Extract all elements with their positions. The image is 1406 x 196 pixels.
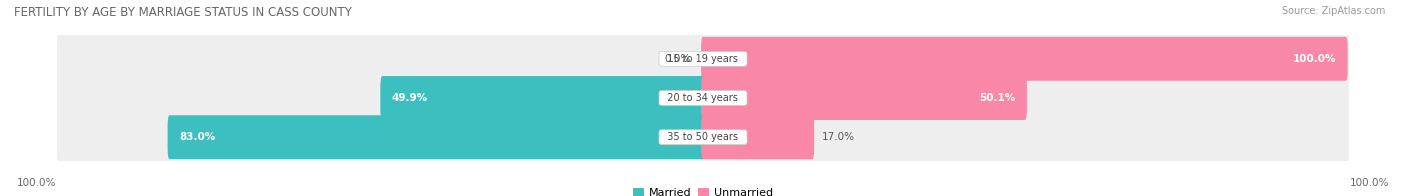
Text: 100.0%: 100.0% (1350, 178, 1389, 188)
FancyBboxPatch shape (700, 27, 1348, 91)
FancyBboxPatch shape (702, 115, 814, 159)
FancyBboxPatch shape (381, 76, 704, 120)
Text: Source: ZipAtlas.com: Source: ZipAtlas.com (1281, 6, 1385, 16)
Text: 17.0%: 17.0% (823, 132, 855, 142)
Text: 35 to 50 years: 35 to 50 years (661, 132, 745, 142)
Text: 20 to 34 years: 20 to 34 years (661, 93, 745, 103)
Text: 49.9%: 49.9% (392, 93, 427, 103)
FancyBboxPatch shape (58, 105, 706, 169)
Text: FERTILITY BY AGE BY MARRIAGE STATUS IN CASS COUNTY: FERTILITY BY AGE BY MARRIAGE STATUS IN C… (14, 6, 352, 19)
Text: 50.1%: 50.1% (979, 93, 1015, 103)
Legend: Married, Unmarried: Married, Unmarried (628, 184, 778, 196)
Text: 0.0%: 0.0% (664, 54, 690, 64)
Text: 83.0%: 83.0% (179, 132, 215, 142)
FancyBboxPatch shape (58, 66, 706, 130)
FancyBboxPatch shape (167, 115, 704, 159)
FancyBboxPatch shape (58, 27, 706, 91)
Text: 100.0%: 100.0% (1292, 54, 1336, 64)
FancyBboxPatch shape (702, 37, 1348, 81)
FancyBboxPatch shape (700, 66, 1348, 130)
Text: 15 to 19 years: 15 to 19 years (661, 54, 745, 64)
FancyBboxPatch shape (700, 105, 1348, 169)
Text: 100.0%: 100.0% (17, 178, 56, 188)
FancyBboxPatch shape (702, 76, 1026, 120)
